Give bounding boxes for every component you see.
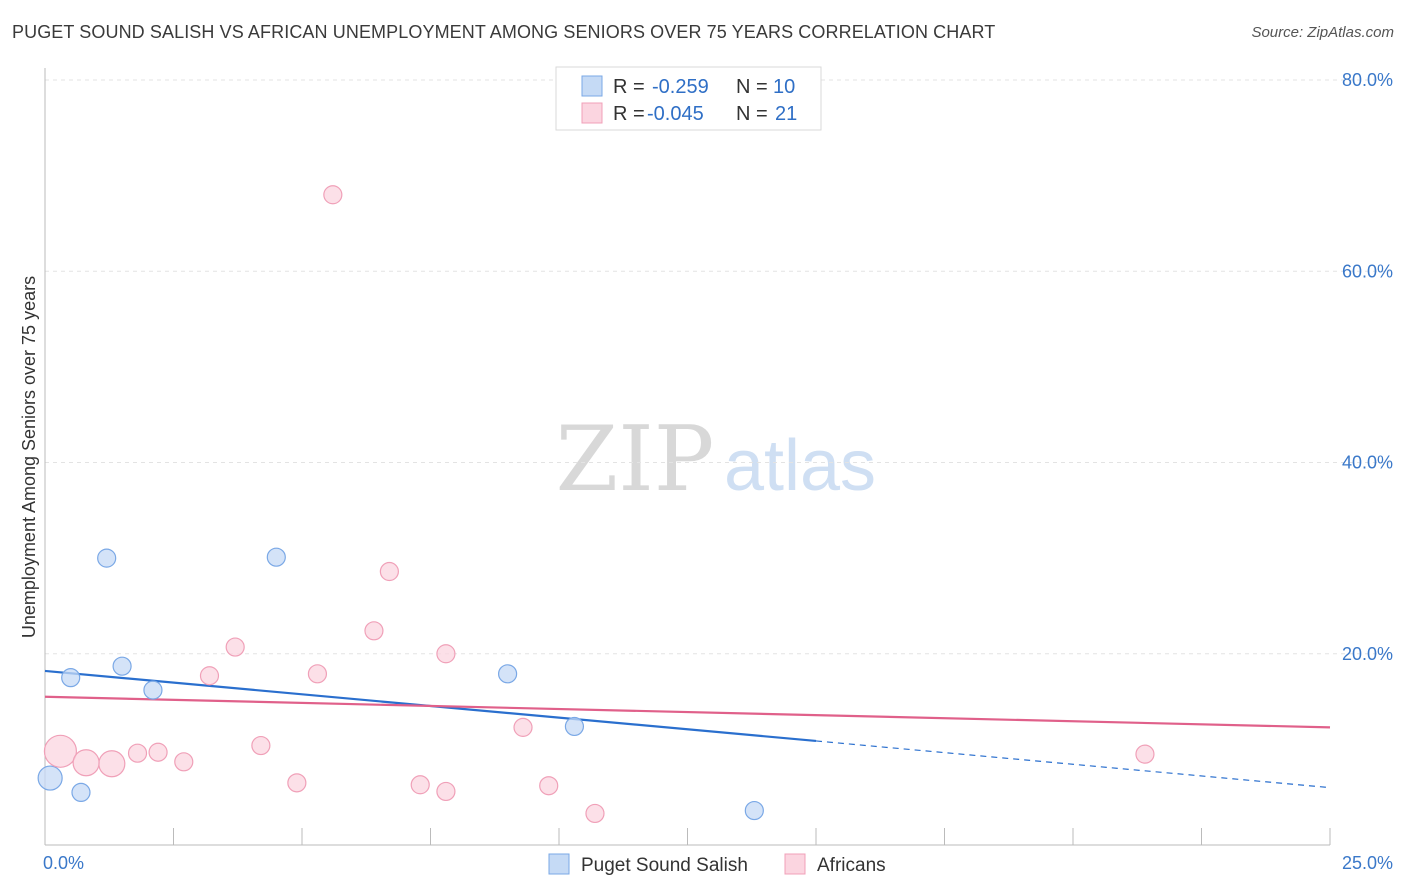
data-point-africans [72, 749, 100, 777]
series-legend: Puget Sound Salish Africans [548, 853, 886, 876]
series-legend-label-salish: Puget Sound Salish [581, 855, 748, 876]
legend-n-label-2: N = [736, 103, 768, 125]
trend-line-extension-0 [815, 740, 1331, 789]
data-point-africans [287, 773, 307, 793]
data-point-salish [71, 782, 91, 803]
data-point-africans [199, 666, 220, 686]
legend-n-label-1: N = [736, 76, 768, 98]
y-tick-label: 20.0% [1342, 644, 1393, 664]
data-point-salish [61, 668, 81, 688]
y-tick-label: 60.0% [1342, 261, 1393, 281]
legend-r-value-2: -0.045 [647, 103, 704, 125]
series-legend-swatch-africans [784, 853, 806, 875]
data-point-africans [148, 742, 168, 762]
x-tick-labels: 0.0% 25.0% [43, 853, 1393, 873]
data-point-africans [585, 803, 605, 824]
legend-n-value-1: 10 [773, 76, 795, 98]
data-point-africans [43, 734, 78, 768]
y-tick-label: 40.0% [1342, 453, 1393, 473]
y-axis-label: Unemployment Among Seniors over 75 years [19, 276, 39, 638]
legend-swatch-africans [581, 102, 603, 124]
source-credit: Source: ZipAtlas.com [1251, 24, 1394, 41]
data-points [37, 185, 1155, 824]
data-point-salish [97, 548, 117, 568]
data-point-africans [127, 743, 148, 763]
data-point-africans [379, 561, 399, 582]
data-point-salish [564, 716, 585, 737]
data-point-africans [436, 644, 456, 664]
series-legend-label-africans: Africans [817, 855, 886, 876]
data-point-africans [513, 717, 533, 737]
legend-r-label-1: R = [613, 76, 645, 98]
watermark: ZIP atlas [556, 407, 876, 512]
data-point-africans [436, 781, 456, 802]
legend-r-label-2: R = [613, 103, 645, 125]
y-tick-label: 80.0% [1342, 70, 1393, 90]
data-point-africans [307, 664, 328, 684]
stats-legend: R = -0.259 N = 10 R = -0.045 N = 21 [555, 66, 822, 131]
y-tick-labels: 20.0% 40.0% 60.0% 80.0% [1342, 70, 1393, 664]
data-point-africans [539, 776, 559, 796]
chart-title: PUGET SOUND SALISH VS AFRICAN UNEMPLOYME… [12, 22, 996, 42]
data-point-africans [364, 621, 384, 641]
series-legend-swatch-salish [548, 853, 570, 875]
watermark-atlas: atlas [724, 426, 876, 506]
data-point-africans [225, 637, 245, 657]
trend-lines [44, 669, 1331, 789]
data-point-salish [498, 664, 518, 684]
trend-line-1 [44, 695, 1331, 729]
legend-n-value-2: 21 [775, 103, 797, 125]
data-point-africans [410, 775, 430, 795]
x-tick-label-start: 0.0% [43, 853, 84, 873]
watermark-zip: ZIP [556, 407, 715, 512]
x-tick-label-end: 25.0% [1342, 853, 1393, 873]
data-point-africans [251, 735, 271, 756]
data-point-salish [266, 547, 286, 567]
data-point-salish [143, 680, 163, 700]
gridlines [45, 79, 1390, 655]
data-point-salish [744, 800, 764, 821]
data-point-salish [112, 656, 132, 676]
data-point-africans [1135, 744, 1155, 764]
data-point-africans [98, 750, 126, 778]
data-point-africans [323, 185, 343, 205]
data-point-salish [37, 765, 63, 791]
legend-r-value-1: -0.259 [652, 76, 709, 98]
data-point-africans [174, 752, 194, 772]
legend-swatch-salish [581, 75, 603, 97]
axes [44, 68, 1331, 846]
